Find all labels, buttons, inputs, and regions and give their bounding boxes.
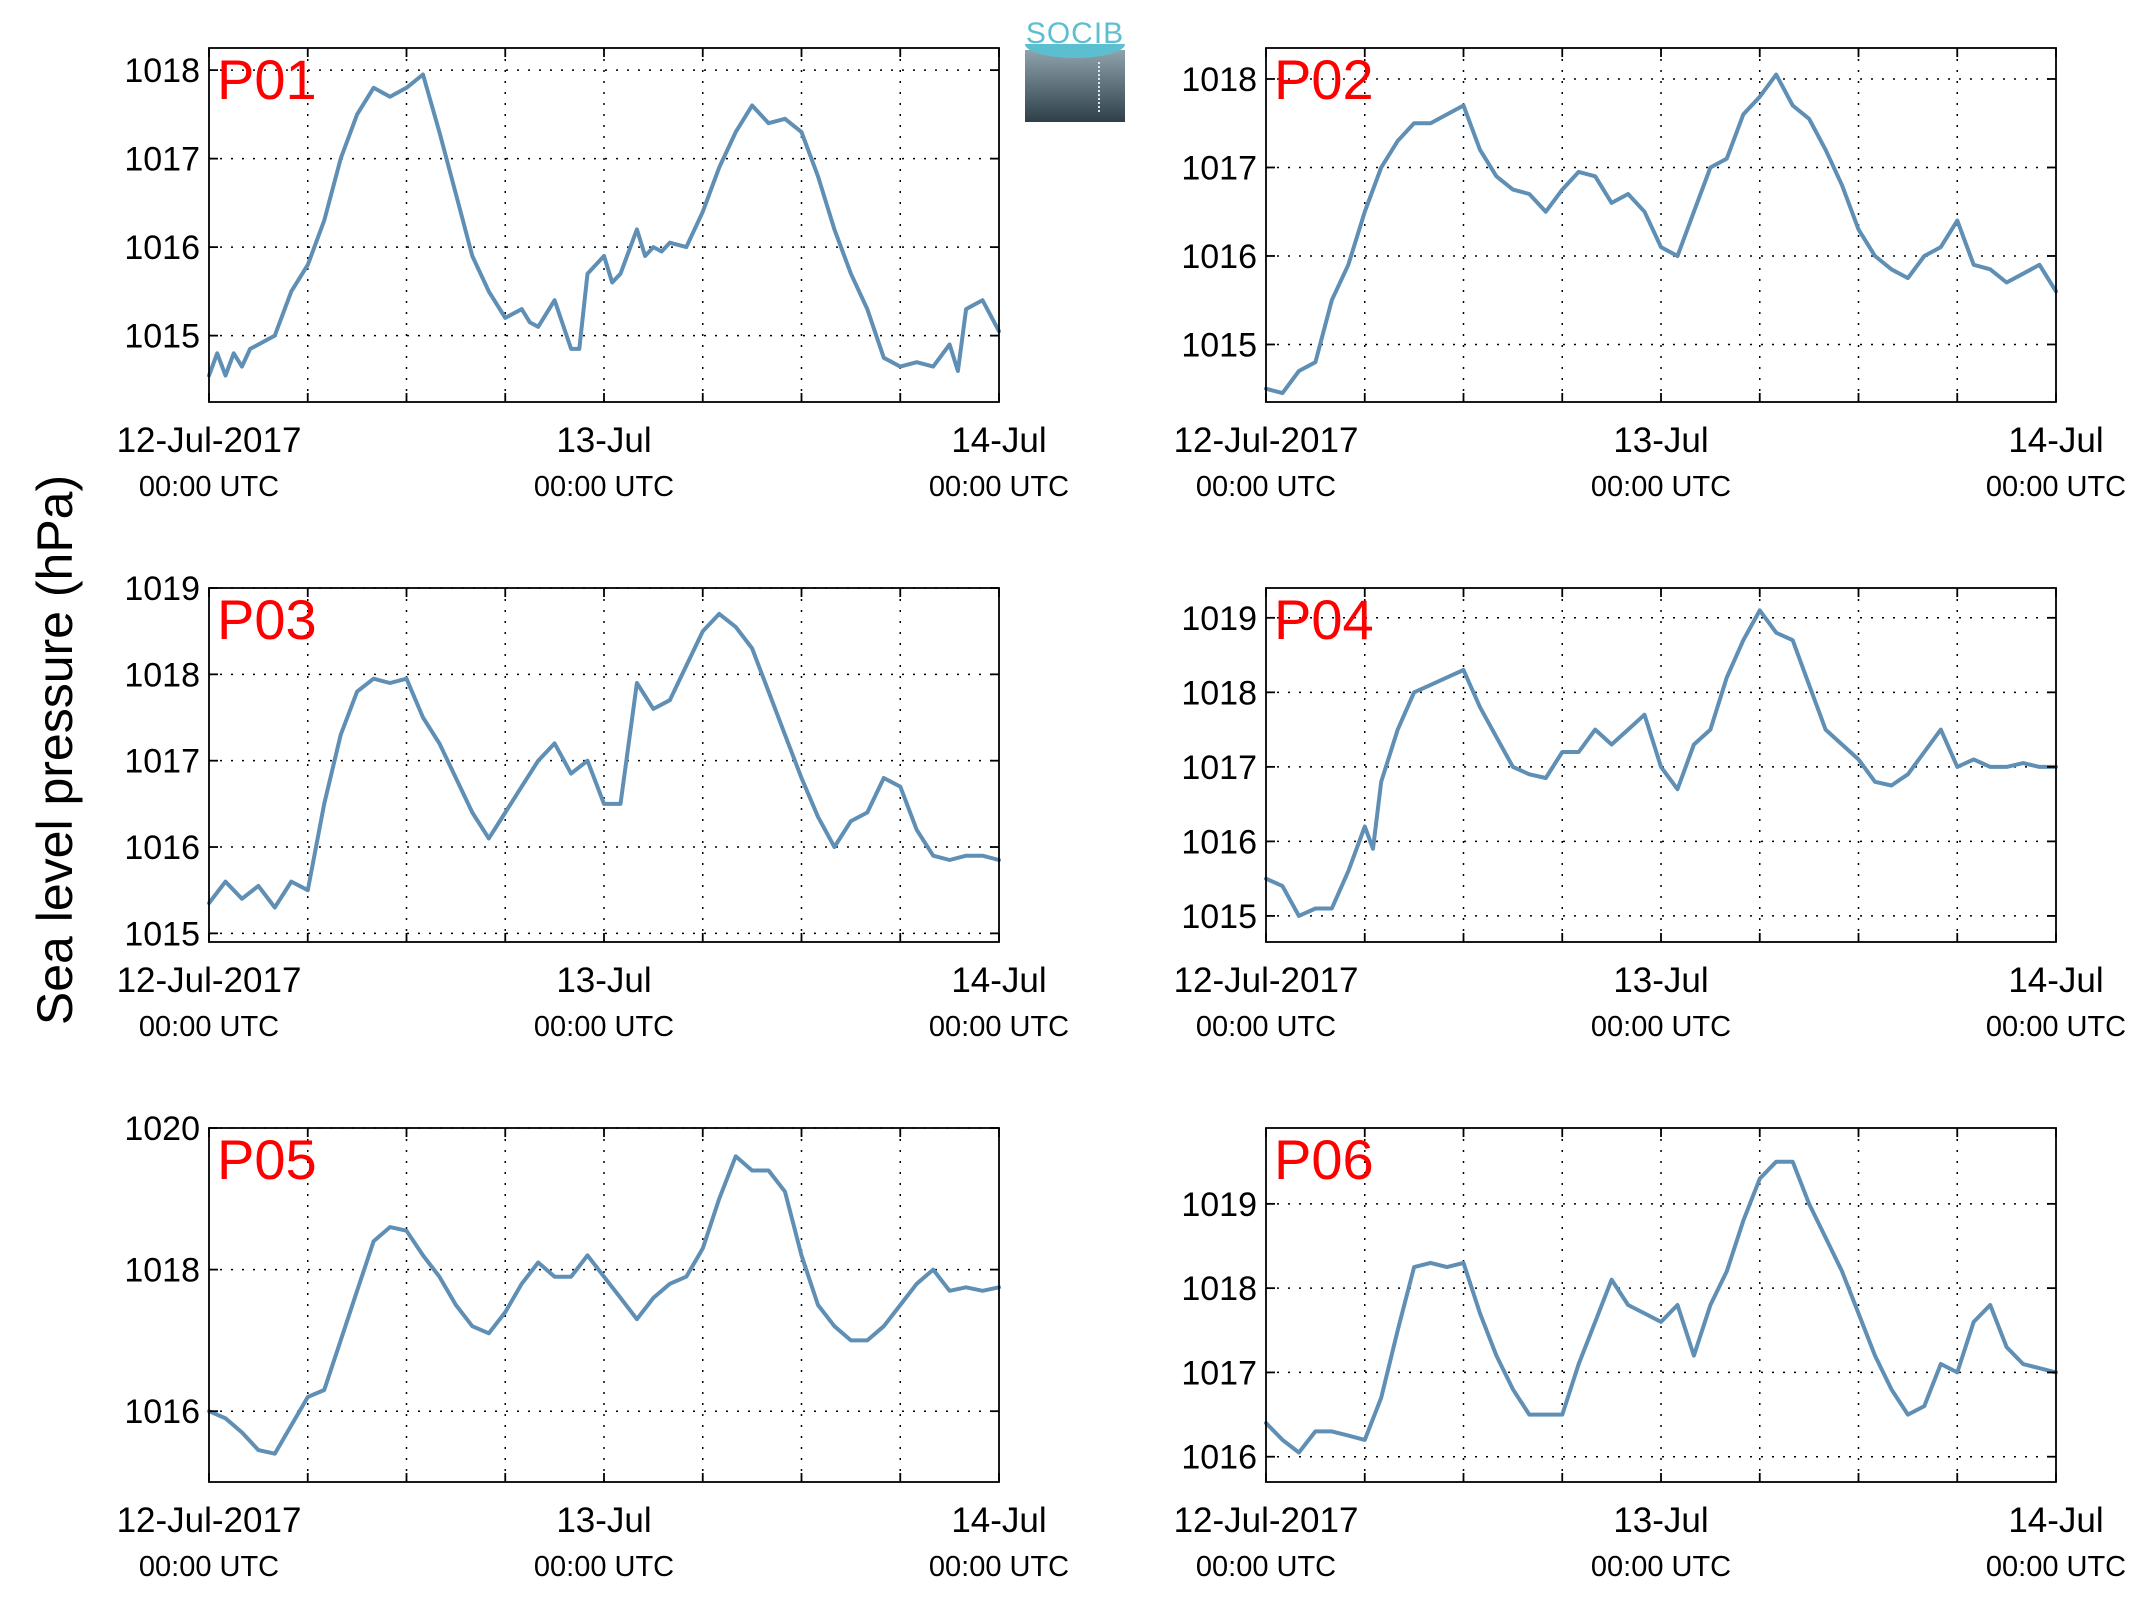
x-tick-label-time: 00:00 UTC (1196, 1551, 1336, 1583)
x-tick-label-time: 00:00 UTC (1591, 471, 1731, 503)
y-tick-label: 1018 (124, 1252, 200, 1290)
chart-panel-p06: 1016 1017 1018 1019 12-Jul-2017 00:00 UTC 13-J… (1174, 1127, 2126, 1583)
x-tick-label-time: 00:00 UTC (534, 1551, 674, 1583)
logo-wave (1025, 44, 1125, 58)
y-tick-label: 1015 (1181, 326, 1257, 364)
x-tick-label-date: 12-Jul-2017 (117, 421, 302, 460)
panel-label-p06: P06 (1274, 1128, 1374, 1191)
x-tick-label-date: 14-Jul (2008, 421, 2103, 460)
logo-dots (1098, 62, 1100, 112)
y-tick-label: 1017 (1181, 1354, 1257, 1392)
x-tick-label-time: 00:00 UTC (1986, 1551, 2126, 1583)
x-tick-label-date: 13-Jul (1613, 421, 1708, 460)
y-tick-label: 1018 (1181, 61, 1257, 99)
x-tick-label-time: 00:00 UTC (534, 1011, 674, 1043)
chart-panel-p04: 1015 1016 1017 1018 1019 12-Jul-2017 00:00 UTC… (1174, 587, 2126, 1043)
x-tick-label-date: 14-Jul (951, 961, 1046, 1000)
x-tick-label-time: 00:00 UTC (929, 471, 1069, 503)
x-tick-label-date: 12-Jul-2017 (1174, 1501, 1359, 1540)
x-tick-label-time: 00:00 UTC (929, 1551, 1069, 1583)
series-line-p02 (1264, 72, 2058, 396)
x-tick-label-time: 00:00 UTC (1986, 471, 2126, 503)
x-tick-label-date: 13-Jul (556, 421, 651, 460)
x-tick-label-time: 00:00 UTC (1986, 1011, 2126, 1043)
y-tick-label: 1017 (1181, 149, 1257, 187)
socib-logo: SOCIB (1025, 18, 1125, 122)
x-tick-label-date: 14-Jul (2008, 1501, 2103, 1540)
y-tick-label: 1019 (1181, 600, 1257, 638)
x-tick-label-date: 14-Jul (951, 1501, 1046, 1540)
x-tick-label-time: 00:00 UTC (534, 471, 674, 503)
y-tick-label: 1016 (124, 1393, 200, 1431)
y-axis-label: Sea level pressure (hPa) (27, 475, 83, 1025)
y-tick-label: 1019 (1181, 1186, 1257, 1224)
x-tick-label-time: 00:00 UTC (1196, 471, 1336, 503)
y-tick-label: 1016 (1181, 238, 1257, 276)
chart-panel-p05: 1016 1018 1020 12-Jul-2017 00:00 UTC 13-Jul 00… (117, 1110, 1070, 1583)
x-tick-label-date: 13-Jul (556, 1501, 651, 1540)
x-tick-label-date: 12-Jul-2017 (117, 961, 302, 1000)
panel-label-p05: P05 (217, 1128, 317, 1191)
y-tick-label: 1018 (124, 52, 200, 90)
series-line-p05 (207, 1154, 1001, 1456)
x-tick-label-date: 13-Jul (1613, 961, 1708, 1000)
x-tick-label-time: 00:00 UTC (139, 471, 279, 503)
y-tick-label: 1018 (1181, 1270, 1257, 1308)
x-tick-label-time: 00:00 UTC (929, 1011, 1069, 1043)
x-tick-label-date: 14-Jul (951, 421, 1046, 460)
x-tick-label-date: 14-Jul (2008, 961, 2103, 1000)
y-tick-label: 1016 (1181, 823, 1257, 861)
x-tick-label-date: 12-Jul-2017 (117, 1501, 302, 1540)
x-tick-label-time: 00:00 UTC (139, 1011, 279, 1043)
x-tick-label-time: 00:00 UTC (1591, 1551, 1731, 1583)
y-tick-label: 1015 (124, 318, 200, 356)
x-tick-label-date: 12-Jul-2017 (1174, 961, 1359, 1000)
panel-label-p01: P01 (217, 48, 317, 111)
series-line-p04 (1264, 608, 2058, 918)
y-tick-label: 1016 (124, 229, 200, 267)
y-tick-label: 1015 (124, 915, 200, 953)
x-tick-label-date: 12-Jul-2017 (1174, 421, 1359, 460)
y-tick-label: 1019 (124, 570, 200, 608)
logo-text: SOCIB (1025, 17, 1125, 50)
y-tick-label: 1015 (1181, 898, 1257, 936)
x-tick-label-time: 00:00 UTC (1196, 1011, 1336, 1043)
series-line-p06 (1264, 1159, 2058, 1455)
logo-block (1025, 50, 1125, 122)
chart-panel-p02: 1015 1016 1017 1018 12-Jul-2017 00:00 UTC 13-J… (1174, 47, 2126, 503)
chart-panel-p01: 1015 1016 1017 1018 12-Jul-2017 00:00 UTC 13-J… (117, 47, 1069, 503)
y-tick-label: 1017 (124, 743, 200, 781)
series-line-p01 (207, 72, 1001, 378)
y-tick-label: 1016 (124, 829, 200, 867)
x-tick-label-date: 13-Jul (1613, 1501, 1708, 1540)
x-tick-label-date: 13-Jul (556, 961, 651, 1000)
chart-panel-p03: 1015 1016 1017 1018 1019 12-Jul-2017 00:00 UTC… (117, 570, 1070, 1043)
y-tick-label: 1020 (124, 1110, 200, 1148)
x-tick-label-time: 00:00 UTC (139, 1551, 279, 1583)
panel-label-p02: P02 (1274, 48, 1374, 111)
x-tick-label-time: 00:00 UTC (1591, 1011, 1731, 1043)
series-line-p03 (207, 611, 1001, 910)
y-tick-label: 1017 (124, 141, 200, 179)
y-tick-label: 1018 (1181, 674, 1257, 712)
panel-label-p03: P03 (217, 588, 317, 651)
panel-label-p04: P04 (1274, 588, 1374, 651)
y-tick-label: 1017 (1181, 749, 1257, 787)
y-tick-label: 1018 (124, 656, 200, 694)
chart-panels: 1015 1016 1017 1018 12-Jul-2017 00:00 UTC 13-J… (117, 47, 2126, 1583)
y-tick-label: 1016 (1181, 1439, 1257, 1477)
